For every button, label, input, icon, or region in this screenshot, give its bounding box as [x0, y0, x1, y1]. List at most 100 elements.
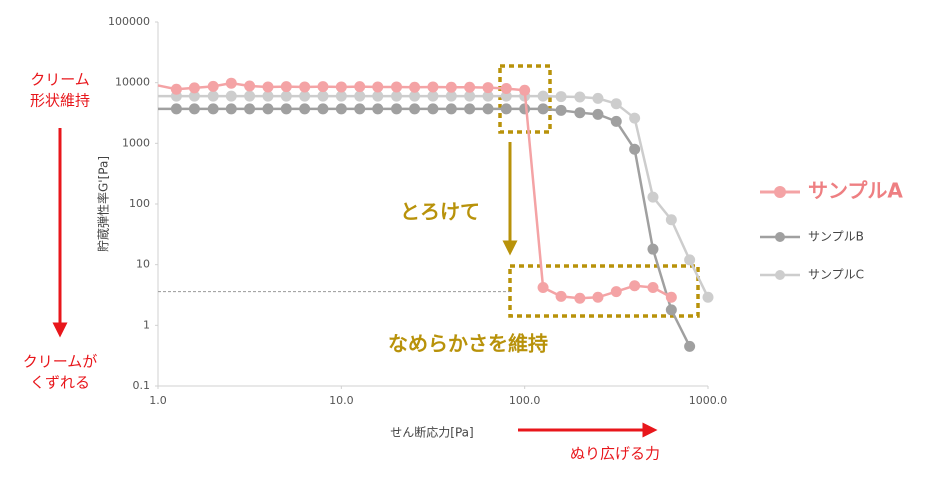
- point: [500, 103, 512, 115]
- point: [610, 115, 622, 127]
- legend-label: サンプルA: [808, 179, 903, 203]
- point: [280, 81, 292, 93]
- y-tick-label: 1000: [122, 136, 150, 149]
- point: [592, 108, 604, 120]
- point: [354, 81, 366, 93]
- annotation: 形状維持: [30, 92, 90, 110]
- point: [409, 103, 421, 115]
- point: [188, 90, 200, 102]
- point: [537, 90, 549, 102]
- point: [629, 143, 641, 155]
- point: [574, 107, 586, 119]
- point: [280, 103, 292, 115]
- point: [427, 103, 439, 115]
- annotation: なめらかさを維持: [388, 332, 548, 356]
- point: [629, 280, 641, 292]
- point: [391, 81, 403, 93]
- point: [335, 90, 347, 102]
- y-tick-label: 100000: [108, 15, 150, 28]
- point: [445, 90, 457, 102]
- point: [225, 103, 237, 115]
- point: [684, 254, 696, 266]
- point: [647, 243, 659, 255]
- point: [592, 92, 604, 104]
- point: [555, 290, 567, 302]
- x-axis-label: せん断応力[Pa]: [390, 425, 473, 440]
- point: [482, 90, 494, 102]
- point: [574, 91, 586, 103]
- point: [500, 83, 512, 95]
- point: [574, 292, 586, 304]
- point: [188, 82, 200, 94]
- annotation: クリーム: [30, 71, 90, 89]
- annotation: クリームが: [23, 353, 98, 371]
- legend-marker: [774, 186, 786, 198]
- x-tick-label: 1000.0: [689, 394, 728, 407]
- point: [684, 340, 696, 352]
- x-tick-label: 10.0: [329, 394, 354, 407]
- point: [225, 77, 237, 89]
- point: [500, 90, 512, 102]
- point: [372, 90, 384, 102]
- point: [665, 291, 677, 303]
- point: [409, 90, 421, 102]
- point: [244, 80, 256, 92]
- point: [354, 103, 366, 115]
- point: [207, 90, 219, 102]
- point: [262, 103, 274, 115]
- x-tick-label: 100.0: [509, 394, 541, 407]
- point: [555, 91, 567, 103]
- annotation: ぬり広げる力: [570, 445, 660, 463]
- y-tick-label: 10000: [115, 76, 150, 89]
- point: [244, 103, 256, 115]
- point: [317, 81, 329, 93]
- point: [299, 81, 311, 93]
- point: [188, 103, 200, 115]
- point: [372, 103, 384, 115]
- legend-marker: [775, 270, 785, 280]
- point: [391, 103, 403, 115]
- point: [335, 103, 347, 115]
- point: [537, 103, 549, 115]
- point: [537, 282, 549, 294]
- legend-marker: [775, 232, 785, 242]
- point: [647, 191, 659, 203]
- y-tick-label: 10: [136, 258, 150, 271]
- legend-label: サンプルC: [808, 268, 864, 282]
- point: [610, 98, 622, 110]
- point: [170, 83, 182, 95]
- y-tick-label: 100: [129, 197, 150, 210]
- point: [372, 81, 384, 93]
- point: [317, 90, 329, 102]
- point: [409, 81, 421, 93]
- point: [427, 81, 439, 93]
- point: [391, 90, 403, 102]
- point: [482, 82, 494, 94]
- point: [592, 291, 604, 303]
- point: [647, 282, 659, 294]
- point: [207, 80, 219, 92]
- point: [427, 90, 439, 102]
- annotation: とろけて: [400, 200, 480, 224]
- legend-label: サンプルB: [808, 230, 864, 244]
- series-line: [158, 107, 691, 347]
- point: [629, 112, 641, 124]
- point: [445, 103, 457, 115]
- point: [464, 103, 476, 115]
- point: [482, 103, 494, 115]
- point: [280, 90, 292, 102]
- point: [445, 81, 457, 93]
- point: [519, 103, 531, 115]
- point: [354, 90, 366, 102]
- point: [170, 103, 182, 115]
- point: [665, 304, 677, 316]
- point: [299, 103, 311, 115]
- point: [519, 84, 531, 96]
- point: [610, 286, 622, 298]
- point: [225, 90, 237, 102]
- highlight-box: [508, 264, 700, 318]
- point: [262, 81, 274, 93]
- point: [317, 103, 329, 115]
